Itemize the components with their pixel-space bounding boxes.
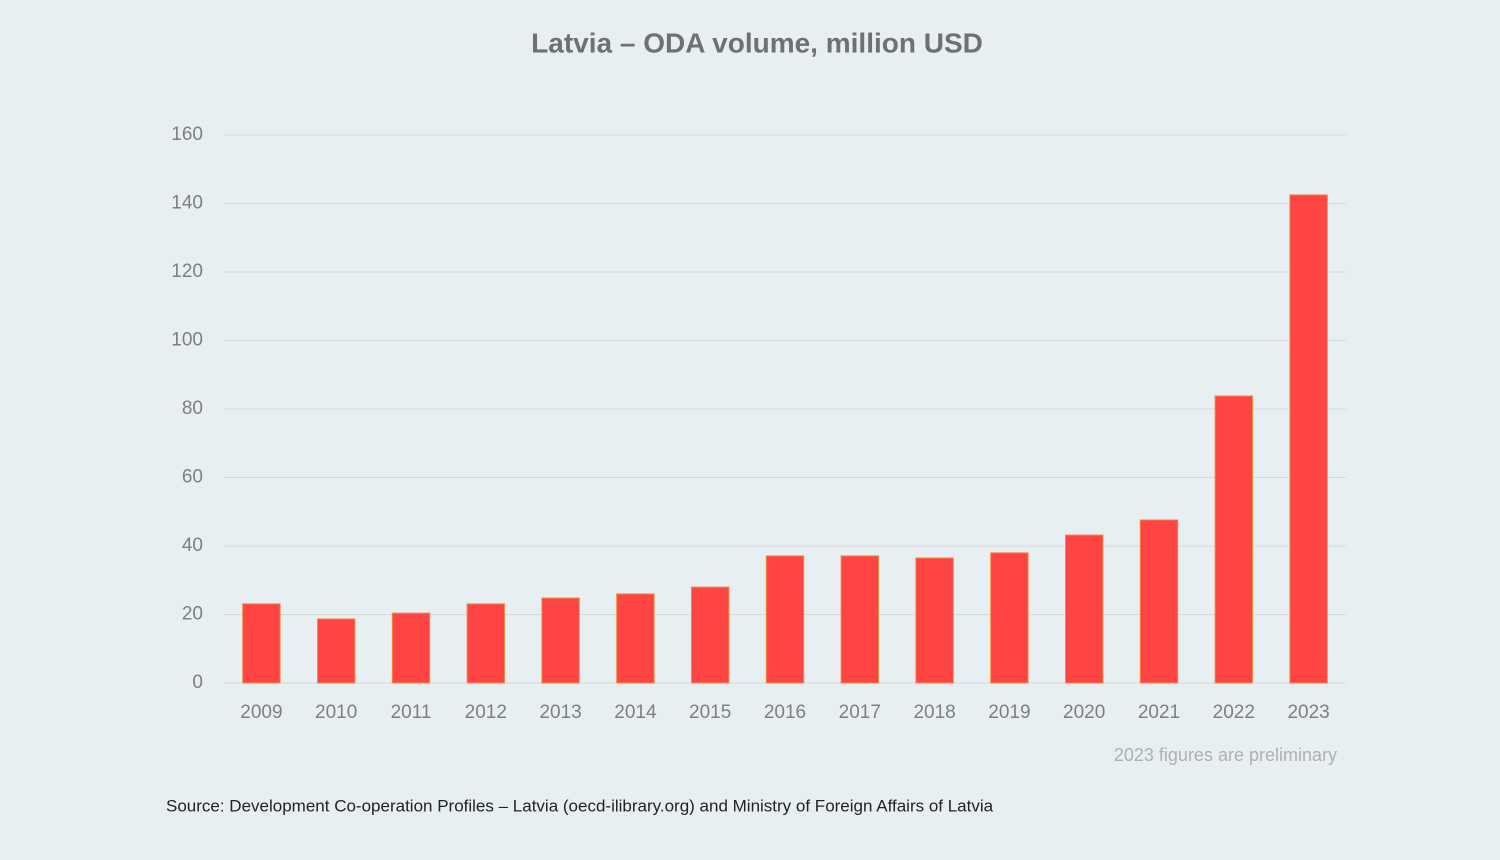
y-tick-label: 20 xyxy=(182,604,203,625)
y-tick-label: 80 xyxy=(182,398,203,419)
source: Source: Development Co-operation Profile… xyxy=(166,796,994,815)
x-tick-label: 2014 xyxy=(614,702,657,723)
x-tick-label: 2017 xyxy=(839,702,881,723)
x-tick-label: 2009 xyxy=(240,702,282,723)
x-tick-label: 2012 xyxy=(465,702,507,723)
x-tick-label: 2011 xyxy=(391,702,432,723)
x-tick-label: 2020 xyxy=(1063,702,1105,723)
y-tick-label: 140 xyxy=(171,193,203,214)
x-tick-label: 2016 xyxy=(764,702,806,723)
bar xyxy=(765,555,805,684)
bar xyxy=(1289,194,1328,684)
chart-title: Latvia – ODA volume, million USD xyxy=(531,27,983,58)
y-tick-label: 0 xyxy=(192,672,203,693)
bar xyxy=(915,557,954,684)
note: 2023 figures are preliminary xyxy=(1114,745,1337,765)
x-tick-label: 2013 xyxy=(539,702,581,723)
bar xyxy=(691,586,730,684)
bar xyxy=(1139,519,1179,684)
bar xyxy=(317,618,356,684)
bar xyxy=(391,612,431,684)
bar xyxy=(990,552,1029,684)
x-tick-label: 2019 xyxy=(988,702,1030,723)
bar xyxy=(616,593,655,684)
y-tick-label: 60 xyxy=(182,467,203,488)
y-tick-label: 120 xyxy=(171,261,203,282)
bar xyxy=(1065,534,1104,684)
bar xyxy=(541,597,580,684)
x-tick-label: 2018 xyxy=(913,702,955,723)
x-tick-label: 2023 xyxy=(1287,702,1329,723)
x-tick-label: 2015 xyxy=(689,702,731,723)
x-tick-label: 2010 xyxy=(315,702,357,723)
x-tick-label: 2022 xyxy=(1213,702,1255,723)
bar xyxy=(466,603,506,684)
y-tick-label: 100 xyxy=(171,330,203,351)
y-tick-label: 160 xyxy=(171,124,203,145)
bar xyxy=(840,555,879,684)
bar xyxy=(1214,395,1253,684)
y-tick-label: 40 xyxy=(182,535,203,556)
x-tick-label: 2021 xyxy=(1138,702,1180,723)
bar xyxy=(242,603,281,684)
